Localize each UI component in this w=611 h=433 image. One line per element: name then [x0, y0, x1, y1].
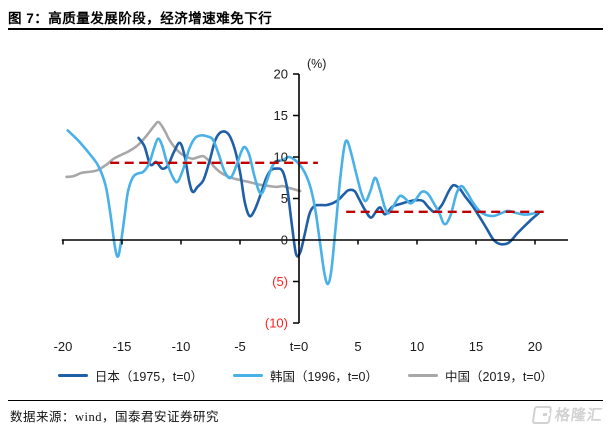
y-axis-unit-label: (%) [307, 57, 326, 71]
x-tick-label: 10 [410, 339, 424, 354]
legend-swatch-korea [232, 374, 263, 377]
y-tick-label: 0 [281, 233, 288, 248]
y-tick-label: 15 [274, 108, 288, 123]
y-tick-label: 10 [274, 150, 288, 165]
y-tick-label: 5 [281, 191, 288, 206]
x-tick-label: -20 [54, 339, 73, 354]
legend-label-china: 中国（2019，t=0） [445, 370, 554, 384]
legend-swatch-japan [57, 374, 88, 377]
legend-item-japan: 日本（1975，t=0） [57, 366, 203, 385]
y-tick-label: (10) [265, 316, 288, 331]
y-tick-label: 20 [274, 67, 288, 82]
legend-label-japan: 日本（1975，t=0） [94, 370, 203, 384]
chart-legend: 日本（1975，t=0） 韩国（1996，t=0） 中国（2019，t=0） [0, 366, 611, 385]
gelonghui-logo: 格隆汇 [531, 404, 605, 425]
x-tick-label: -10 [172, 339, 191, 354]
x-tick-label: 20 [528, 339, 542, 354]
x-tick-label: t=0 [290, 339, 308, 354]
figure-title: 图 7：高质量发展阶段，经济增速难免下行 [8, 11, 273, 26]
footer-divider [8, 400, 603, 401]
data-source: 数据来源：wind，国泰君安证券研究 [10, 410, 220, 424]
gelonghui-icon [531, 405, 553, 424]
legend-label-korea: 韩国（1996，t=0） [269, 370, 379, 384]
legend-item-china: 中国（2019，t=0） [408, 366, 553, 385]
gelonghui-logo-text: 格隆汇 [553, 407, 605, 424]
x-tick-label: -15 [113, 339, 132, 354]
x-tick-label: 15 [469, 339, 483, 354]
series-line-0 [137, 130, 540, 258]
y-tick-label: (5) [272, 274, 288, 289]
title-divider [8, 28, 603, 30]
x-tick-label: 5 [354, 339, 361, 354]
x-tick-label: -5 [234, 339, 246, 354]
legend-swatch-china [408, 374, 439, 377]
legend-item-korea: 韩国（1996，t=0） [232, 366, 379, 385]
series-line-1 [66, 129, 540, 286]
